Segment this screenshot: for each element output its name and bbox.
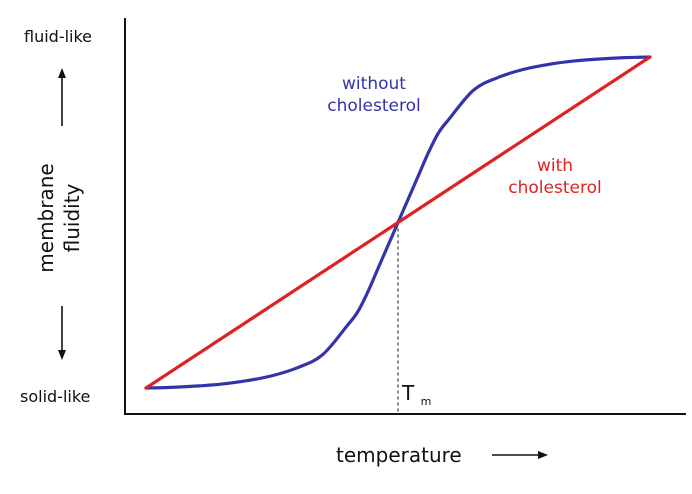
tm-label-subscript: m <box>421 395 432 408</box>
series-with-label-line2: cholesterol <box>508 178 601 198</box>
y-up-arrow <box>58 68 66 126</box>
tm-label-main: T <box>401 381 415 405</box>
series-with-cholesterol-line <box>144 55 652 390</box>
series-without-label-line2: cholesterol <box>327 96 420 116</box>
series-without-label-line1: without <box>342 74 406 94</box>
x-axis-label: temperature <box>336 443 462 467</box>
y-down-arrow <box>58 306 66 360</box>
y-top-label: fluid-like <box>24 27 92 46</box>
series-with-label-line1: with <box>537 156 573 176</box>
x-right-arrow <box>492 451 548 459</box>
y-bottom-label: solid-like <box>20 387 90 406</box>
y-axis-label-line1: membrane <box>34 163 58 272</box>
tm-label: T m <box>401 381 431 408</box>
y-axis-label-line2: fluidity <box>60 183 84 252</box>
